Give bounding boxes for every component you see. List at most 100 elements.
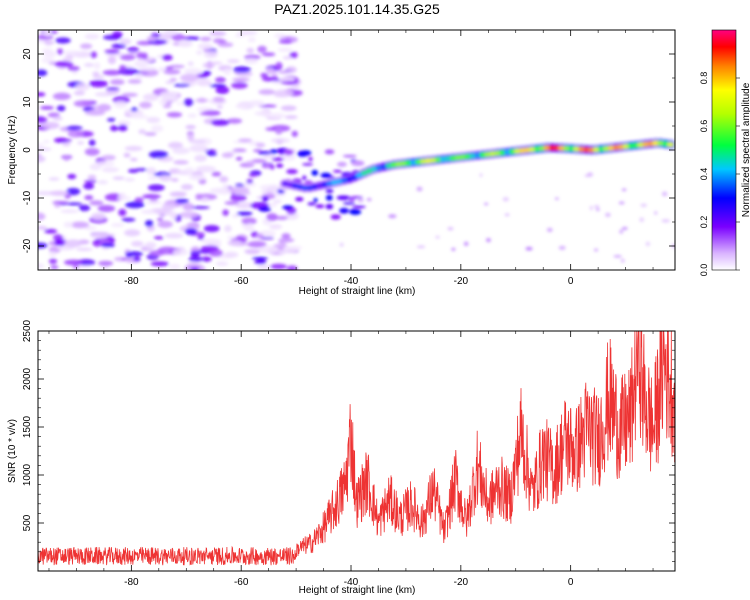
noise-blob bbox=[54, 61, 74, 68]
noise-blob bbox=[38, 147, 52, 151]
noise-blob bbox=[97, 180, 108, 185]
noise-blob bbox=[150, 124, 164, 133]
noise-blob bbox=[546, 227, 553, 233]
noise-blob bbox=[41, 57, 55, 63]
noise-blob bbox=[195, 72, 209, 79]
ridge-core bbox=[548, 145, 556, 151]
noise-blob bbox=[148, 150, 169, 159]
noise-blob bbox=[247, 240, 267, 248]
noise-blob bbox=[230, 194, 247, 202]
x-tick-label: -20 bbox=[454, 577, 469, 588]
noise-blob bbox=[127, 168, 139, 174]
noise-blob bbox=[195, 193, 203, 201]
noise-blob bbox=[38, 191, 54, 196]
noise-blob bbox=[138, 129, 146, 135]
noise-blob bbox=[144, 132, 157, 136]
noise-blob bbox=[83, 182, 95, 190]
noise-blob bbox=[224, 225, 232, 233]
noise-blob bbox=[60, 209, 79, 214]
figure-title: PAZ1.2025.101.14.35.G25 bbox=[274, 1, 440, 17]
noise-blob bbox=[349, 196, 363, 199]
noise-blob bbox=[302, 163, 314, 166]
x-tick-label: -20 bbox=[454, 276, 469, 287]
noise-blob bbox=[265, 162, 271, 167]
noise-blob bbox=[111, 43, 127, 49]
colorbar-label: Normalized spectral amplitude bbox=[741, 82, 750, 217]
y-tick-label: 10 bbox=[22, 96, 33, 108]
noise-blob bbox=[226, 235, 237, 240]
noise-blob bbox=[169, 64, 185, 69]
noise-blob bbox=[555, 197, 559, 200]
colorbar-tick-label: 0.0 bbox=[699, 264, 709, 277]
noise-blob bbox=[73, 100, 93, 108]
noise-blob bbox=[295, 197, 304, 202]
noise-blob bbox=[83, 63, 94, 67]
noise-blob bbox=[162, 104, 172, 109]
noise-blob bbox=[53, 116, 63, 121]
noise-blob bbox=[291, 84, 300, 89]
noise-blob bbox=[349, 209, 362, 215]
ridge-core bbox=[553, 145, 561, 151]
noise-blob bbox=[291, 130, 298, 138]
noise-blob bbox=[214, 77, 226, 83]
noise-blob bbox=[277, 47, 293, 52]
noise-blob bbox=[62, 141, 71, 147]
noise-blob bbox=[104, 49, 120, 54]
noise-blob bbox=[222, 183, 229, 192]
noise-blob bbox=[165, 66, 174, 70]
noise-blob bbox=[484, 202, 489, 206]
noise-blob bbox=[102, 69, 123, 76]
noise-blob bbox=[41, 48, 52, 52]
noise-blob bbox=[211, 171, 222, 177]
noise-blob bbox=[223, 68, 232, 76]
noise-blob bbox=[48, 177, 60, 181]
noise-blob bbox=[224, 201, 239, 205]
noise-blob bbox=[100, 242, 115, 248]
y-tick-label: -10 bbox=[22, 190, 33, 205]
noise-blob bbox=[106, 117, 116, 122]
noise-blob bbox=[315, 204, 325, 209]
noise-blob bbox=[187, 113, 197, 118]
noise-blob bbox=[268, 112, 286, 119]
noise-blob bbox=[146, 167, 157, 175]
noise-blob bbox=[95, 160, 115, 167]
noise-blob bbox=[231, 81, 248, 89]
y-tick-label: 500 bbox=[22, 514, 33, 531]
noise-blob bbox=[169, 191, 187, 197]
noise-blob bbox=[38, 226, 48, 230]
noise-blob bbox=[248, 173, 258, 177]
noise-blob bbox=[38, 263, 45, 269]
noise-blob bbox=[302, 175, 307, 180]
noise-blob bbox=[210, 119, 230, 126]
noise-blob bbox=[38, 143, 45, 147]
noise-blob bbox=[197, 43, 213, 50]
noise-blob bbox=[52, 92, 71, 101]
noise-blob bbox=[219, 175, 229, 183]
noise-blob bbox=[43, 30, 52, 37]
noise-blob bbox=[48, 258, 58, 265]
noise-blob bbox=[271, 157, 285, 162]
noise-blob bbox=[275, 215, 289, 220]
noise-blob bbox=[352, 205, 366, 209]
noise-blob bbox=[209, 84, 227, 88]
noise-blob bbox=[261, 195, 269, 202]
noise-blob bbox=[226, 59, 240, 63]
noise-blob bbox=[167, 141, 183, 149]
noise-blob bbox=[258, 206, 272, 212]
snr-series-line bbox=[38, 331, 675, 566]
noise-blob bbox=[136, 52, 145, 59]
x-tick-label: -60 bbox=[234, 276, 249, 287]
snr-x-label: Height of straight line (km) bbox=[299, 585, 416, 596]
noise-blob bbox=[84, 148, 100, 156]
noise-blob bbox=[342, 202, 356, 205]
noise-blob bbox=[209, 187, 226, 194]
noise-blob bbox=[119, 64, 127, 72]
noise-blob bbox=[235, 156, 243, 161]
noise-blob bbox=[262, 52, 276, 57]
noise-blob bbox=[144, 220, 154, 228]
y-tick-label: 1500 bbox=[22, 415, 33, 438]
noise-blob bbox=[232, 148, 247, 153]
noise-blob bbox=[204, 50, 218, 59]
noise-blob bbox=[194, 98, 209, 103]
noise-blob bbox=[217, 42, 234, 48]
